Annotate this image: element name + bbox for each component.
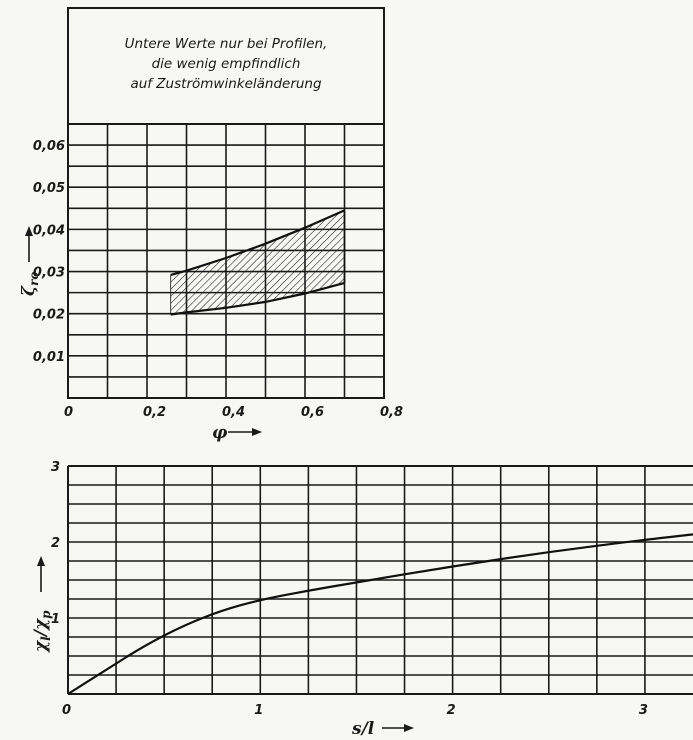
bottom-ylabel-subscript: l — [39, 636, 53, 641]
bottom-x-tick-label: 1 — [254, 703, 263, 718]
top-x-tick-label: 0,2 — [143, 405, 166, 420]
bottom-ylabel-arrowhead — [37, 556, 45, 566]
bottom-x-tick-label: 2 — [447, 703, 456, 718]
top-y-axis-label: ζro — [19, 226, 41, 296]
top-x-tick-label: 0,4 — [222, 405, 245, 420]
top-xlabel: φ — [212, 423, 228, 443]
bottom-xlabel-arrowhead — [404, 724, 414, 732]
top-y-tick-label: 0,02 — [33, 308, 65, 323]
bottom-ylabel-denominator: χ — [31, 617, 51, 631]
top-plot-frame — [67, 123, 385, 399]
bottom-ylabel-symbol: χ — [31, 639, 51, 653]
svg-text:ζro: ζro — [19, 272, 41, 296]
bottom-x-axis-label: s/l — [351, 719, 414, 739]
top-x-tick-label: 0,6 — [301, 405, 324, 420]
top-upper-curve — [170, 209, 345, 276]
bottom-data-curve — [67, 533, 693, 695]
bottom-xlabel: s/l — [351, 719, 375, 739]
top-x-tick-label: 0 — [64, 405, 73, 420]
top-y-tick-label: 0,06 — [33, 139, 65, 154]
top-band-hatch — [170, 210, 345, 315]
bottom-y-tick-label: 1 — [51, 612, 60, 627]
top-x-axis-label: φ — [212, 423, 262, 443]
bottom-chart: 1 2 3 0 1 2 3 — [51, 460, 693, 718]
top-xlabel-arrowhead — [252, 428, 262, 436]
bottom-x-tick-label: 3 — [639, 703, 648, 718]
top-y-tick-label: 0,04 — [33, 223, 65, 238]
top-chart: Untere Werte nur bei Profilen, die wenig… — [33, 7, 403, 420]
bottom-ylabel-denominator-subscript: p — [39, 610, 53, 619]
top-ylabel-arrowhead — [25, 226, 33, 236]
note-line-3: auf Zuströmwinkeländerung — [130, 76, 322, 92]
top-ylabel-subscript: ro — [27, 272, 41, 286]
top-lower-curve — [170, 281, 345, 316]
top-y-tick-label: 0,03 — [33, 266, 65, 281]
svg-text:χl/χp: χl/χp — [31, 610, 53, 653]
top-y-tick-label: 0,01 — [33, 350, 65, 365]
bottom-y-tick-label: 3 — [51, 460, 60, 475]
top-y-tick-label: 0,05 — [33, 181, 65, 196]
note-line-2: die wenig empfindlich — [152, 56, 301, 72]
bottom-x-tick-label: 0 — [62, 703, 71, 718]
note-line-1: Untere Werte nur bei Profilen, — [125, 36, 328, 52]
bottom-y-axis-label: χl/χp — [31, 556, 53, 653]
top-x-tick-label: 0,8 — [380, 405, 403, 420]
top-ylabel-symbol: ζ — [19, 285, 39, 296]
bottom-y-tick-label: 2 — [51, 536, 60, 551]
